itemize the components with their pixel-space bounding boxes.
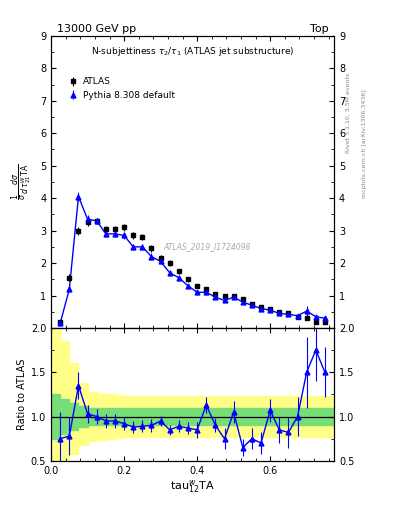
Y-axis label: Ratio to ATLAS: Ratio to ATLAS xyxy=(17,359,27,430)
Text: 13000 GeV pp: 13000 GeV pp xyxy=(57,24,136,34)
Text: N-subjettiness $\tau_2/\tau_1$ (ATLAS jet substructure): N-subjettiness $\tau_2/\tau_1$ (ATLAS je… xyxy=(91,45,294,58)
Text: mcplots.cern.ch [arXiv:1306.3436]: mcplots.cern.ch [arXiv:1306.3436] xyxy=(362,89,367,198)
Text: Rivet 3.1.10, 3.5M events: Rivet 3.1.10, 3.5M events xyxy=(346,73,351,153)
Text: ATLAS_2019_I1724098: ATLAS_2019_I1724098 xyxy=(163,242,250,251)
Legend: ATLAS, Pythia 8.308 default: ATLAS, Pythia 8.308 default xyxy=(62,74,179,103)
Text: Top: Top xyxy=(310,24,329,34)
Y-axis label: $\frac{1}{\sigma}\frac{d\sigma}{d\,\tau_{21}^{W}\mathrm{TA}}$: $\frac{1}{\sigma}\frac{d\sigma}{d\,\tau_… xyxy=(9,164,35,200)
X-axis label: tau$_{12}^{w}$TA: tau$_{12}^{w}$TA xyxy=(170,478,215,496)
